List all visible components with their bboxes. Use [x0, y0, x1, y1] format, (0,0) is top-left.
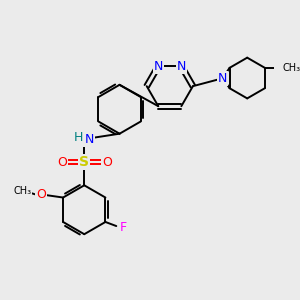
Text: O: O [57, 156, 67, 169]
Text: F: F [120, 221, 127, 234]
Text: CH₃: CH₃ [282, 63, 300, 73]
Text: CH₃: CH₃ [13, 186, 32, 196]
Text: O: O [36, 188, 46, 201]
Text: N: N [154, 60, 163, 73]
Text: S: S [79, 155, 89, 169]
Text: O: O [102, 156, 112, 169]
Text: N: N [177, 60, 186, 73]
Text: H: H [74, 131, 83, 144]
Text: N: N [218, 71, 227, 85]
Text: N: N [85, 133, 94, 146]
